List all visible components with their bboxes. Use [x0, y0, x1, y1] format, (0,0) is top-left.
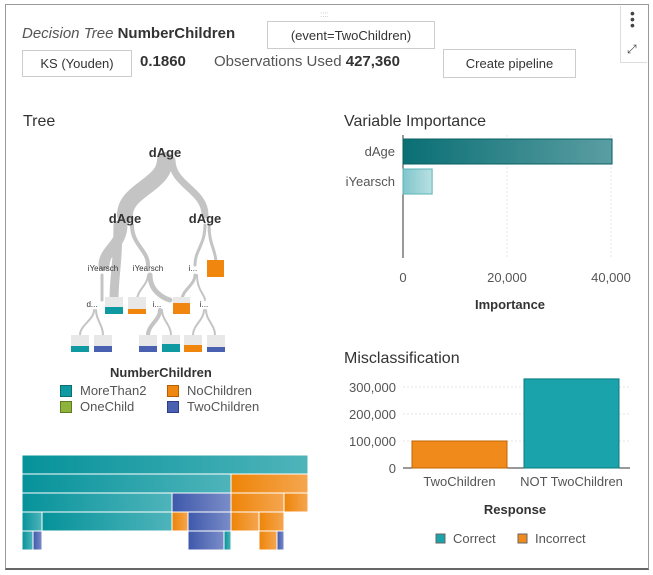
y-tick-label: dAge [365, 144, 395, 159]
leaf[interactable] [207, 260, 224, 277]
y-tick-label: iYearsch [346, 174, 395, 189]
y-tick-label: 100,000 [349, 434, 396, 449]
tree-node-lrr[interactable]: i... [153, 300, 161, 309]
legend-label: TwoChildren [187, 399, 260, 414]
legend-label: NoChildren [187, 383, 253, 398]
legend-swatch-icon [435, 533, 446, 544]
swatch-icon [167, 400, 179, 413]
misclassification-chart: 0 100,000 200,000 300,000 TwoChildren NOT Two… [349, 378, 630, 546]
tree-title: Tree [23, 113, 56, 130]
variable-importance-chart: 0 20,000 40,000 dAge iYearsch Importance [346, 135, 631, 312]
tree-node-rl[interactable]: i... [189, 264, 197, 273]
side-toolbar: • • • ⤢ [620, 6, 647, 63]
tree-node-lr[interactable]: iYearsch [133, 264, 163, 273]
legend-label-correct[interactable]: Correct [453, 531, 496, 546]
legend-label-incorrect[interactable]: Incorrect [535, 531, 586, 546]
tree-node-rlr[interactable]: i... [200, 300, 208, 309]
maximize-icon[interactable]: ⤢ [627, 42, 637, 56]
more-options-icon[interactable]: • • • [630, 5, 635, 33]
page-title: Decision Tree NumberChildren [22, 25, 236, 42]
tree-node-left[interactable]: dAge [109, 211, 142, 226]
misclassification-title: Misclassification [344, 350, 460, 367]
create-pipeline-button[interactable]: Create pipeline [443, 49, 576, 78]
bar-iYearsch[interactable] [402, 168, 433, 195]
icicle-overview[interactable] [0, 450, 320, 560]
x-tick-label: TwoChildren [423, 474, 495, 489]
stat-value: 0.1860 [140, 53, 186, 70]
panel-frame [5, 4, 649, 570]
legend-swatch-icon [517, 533, 528, 544]
variable-importance-title: Variable Importance [344, 113, 486, 130]
stat-select-button[interactable]: KS (Youden) [22, 50, 132, 77]
tree-legend-title: NumberChildren [110, 365, 212, 380]
legend-item-morethan2[interactable]: MoreThan2 [60, 383, 146, 398]
x-axis-label: Importance [475, 297, 545, 312]
tree-node-root[interactable]: dAge [149, 145, 182, 160]
x-tick-label: 40,000 [591, 270, 631, 285]
x-tick-label: 20,000 [487, 270, 527, 285]
legend-item-nochildren[interactable]: NoChildren [167, 383, 252, 398]
tree-node-lll[interactable]: d... [86, 300, 97, 309]
legend-item-onechild[interactable]: OneChild [60, 399, 134, 414]
legend-label: MoreThan2 [80, 383, 147, 398]
bottom-leaves [71, 335, 225, 352]
observations-used: Observations Used 427,360 [214, 53, 400, 70]
y-tick-label: 200,000 [349, 407, 396, 422]
x-axis-label: Response [484, 502, 546, 517]
x-tick-label: NOT TwoChildren [520, 474, 623, 489]
legend-item-twochildren[interactable]: TwoChildren [167, 399, 259, 414]
bar-dAge[interactable] [402, 138, 613, 165]
tree-node-ll[interactable]: iYearsch [88, 264, 118, 273]
swatch-icon [60, 384, 72, 397]
swatch-icon [60, 400, 72, 413]
x-tick-label: 0 [399, 270, 406, 285]
bar-correct-1[interactable] [523, 378, 620, 469]
swatch-icon [167, 384, 179, 397]
event-button[interactable]: (event=TwoChildren) [267, 21, 435, 49]
legend-label: OneChild [80, 399, 135, 414]
bar-incorrect-0[interactable] [411, 440, 508, 469]
y-tick-label: 300,000 [349, 380, 396, 395]
y-tick-label: 0 [389, 461, 396, 476]
tree-node-right[interactable]: dAge [189, 211, 222, 226]
decision-tree: dAge dAge dAge iYearsch iYearsch i... d.… [71, 145, 225, 352]
drag-handle[interactable]: :::: [320, 10, 329, 19]
tree-leaves [71, 260, 225, 352]
